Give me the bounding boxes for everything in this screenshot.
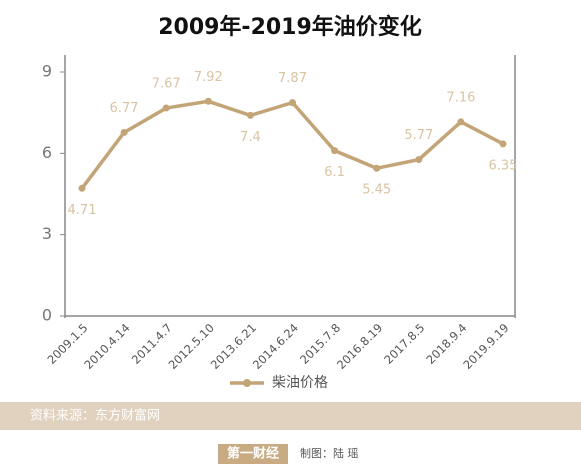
point bbox=[415, 156, 423, 164]
value-label: 5.45 bbox=[362, 183, 391, 198]
point bbox=[289, 99, 296, 107]
source: 资料来源：东方财富网 bbox=[30, 408, 160, 424]
value-label: 6.1 bbox=[324, 165, 345, 180]
point bbox=[246, 111, 254, 119]
legend-label: 柴油价格 bbox=[272, 375, 328, 391]
point bbox=[457, 118, 465, 126]
x-tick-label: 2016.8.19 bbox=[334, 321, 385, 372]
point bbox=[373, 164, 381, 172]
y-tick-label: 3 bbox=[42, 224, 52, 243]
x-tick-label: 2019.9.19 bbox=[460, 321, 511, 372]
chart-title: 2009年-2019年油价变化 bbox=[158, 14, 422, 40]
logo-box bbox=[218, 444, 288, 464]
point bbox=[162, 104, 170, 112]
x-tick-label: 2017.8.5 bbox=[381, 321, 427, 367]
value-label: 7.87 bbox=[278, 71, 307, 86]
line bbox=[80, 99, 504, 190]
point bbox=[499, 140, 507, 148]
logo: 第一财经 bbox=[227, 446, 279, 462]
footer-band bbox=[0, 402, 581, 430]
value-label: 7.67 bbox=[152, 77, 181, 92]
legend-marker bbox=[243, 379, 251, 387]
value-label: 5.77 bbox=[404, 128, 433, 143]
point bbox=[331, 147, 339, 155]
point bbox=[78, 184, 86, 192]
credit: 制图：陆 瑶 bbox=[300, 446, 359, 460]
value-label: 6.77 bbox=[110, 101, 139, 116]
value-label: 7.92 bbox=[194, 70, 223, 85]
point bbox=[120, 128, 128, 136]
y-tick-label: 9 bbox=[42, 62, 52, 81]
value-label: 7.4 bbox=[240, 130, 261, 145]
value-label: 7.16 bbox=[446, 90, 475, 105]
y-tick-label: 6 bbox=[42, 143, 52, 162]
x-tick-label: 2014.6.24 bbox=[250, 321, 301, 372]
value-label: 6.35 bbox=[489, 158, 518, 173]
x-tick-label: 2010.4.14 bbox=[81, 321, 132, 372]
y-tick-label: 0 bbox=[42, 306, 52, 325]
value-label: 4.71 bbox=[68, 203, 97, 218]
point bbox=[204, 97, 212, 105]
